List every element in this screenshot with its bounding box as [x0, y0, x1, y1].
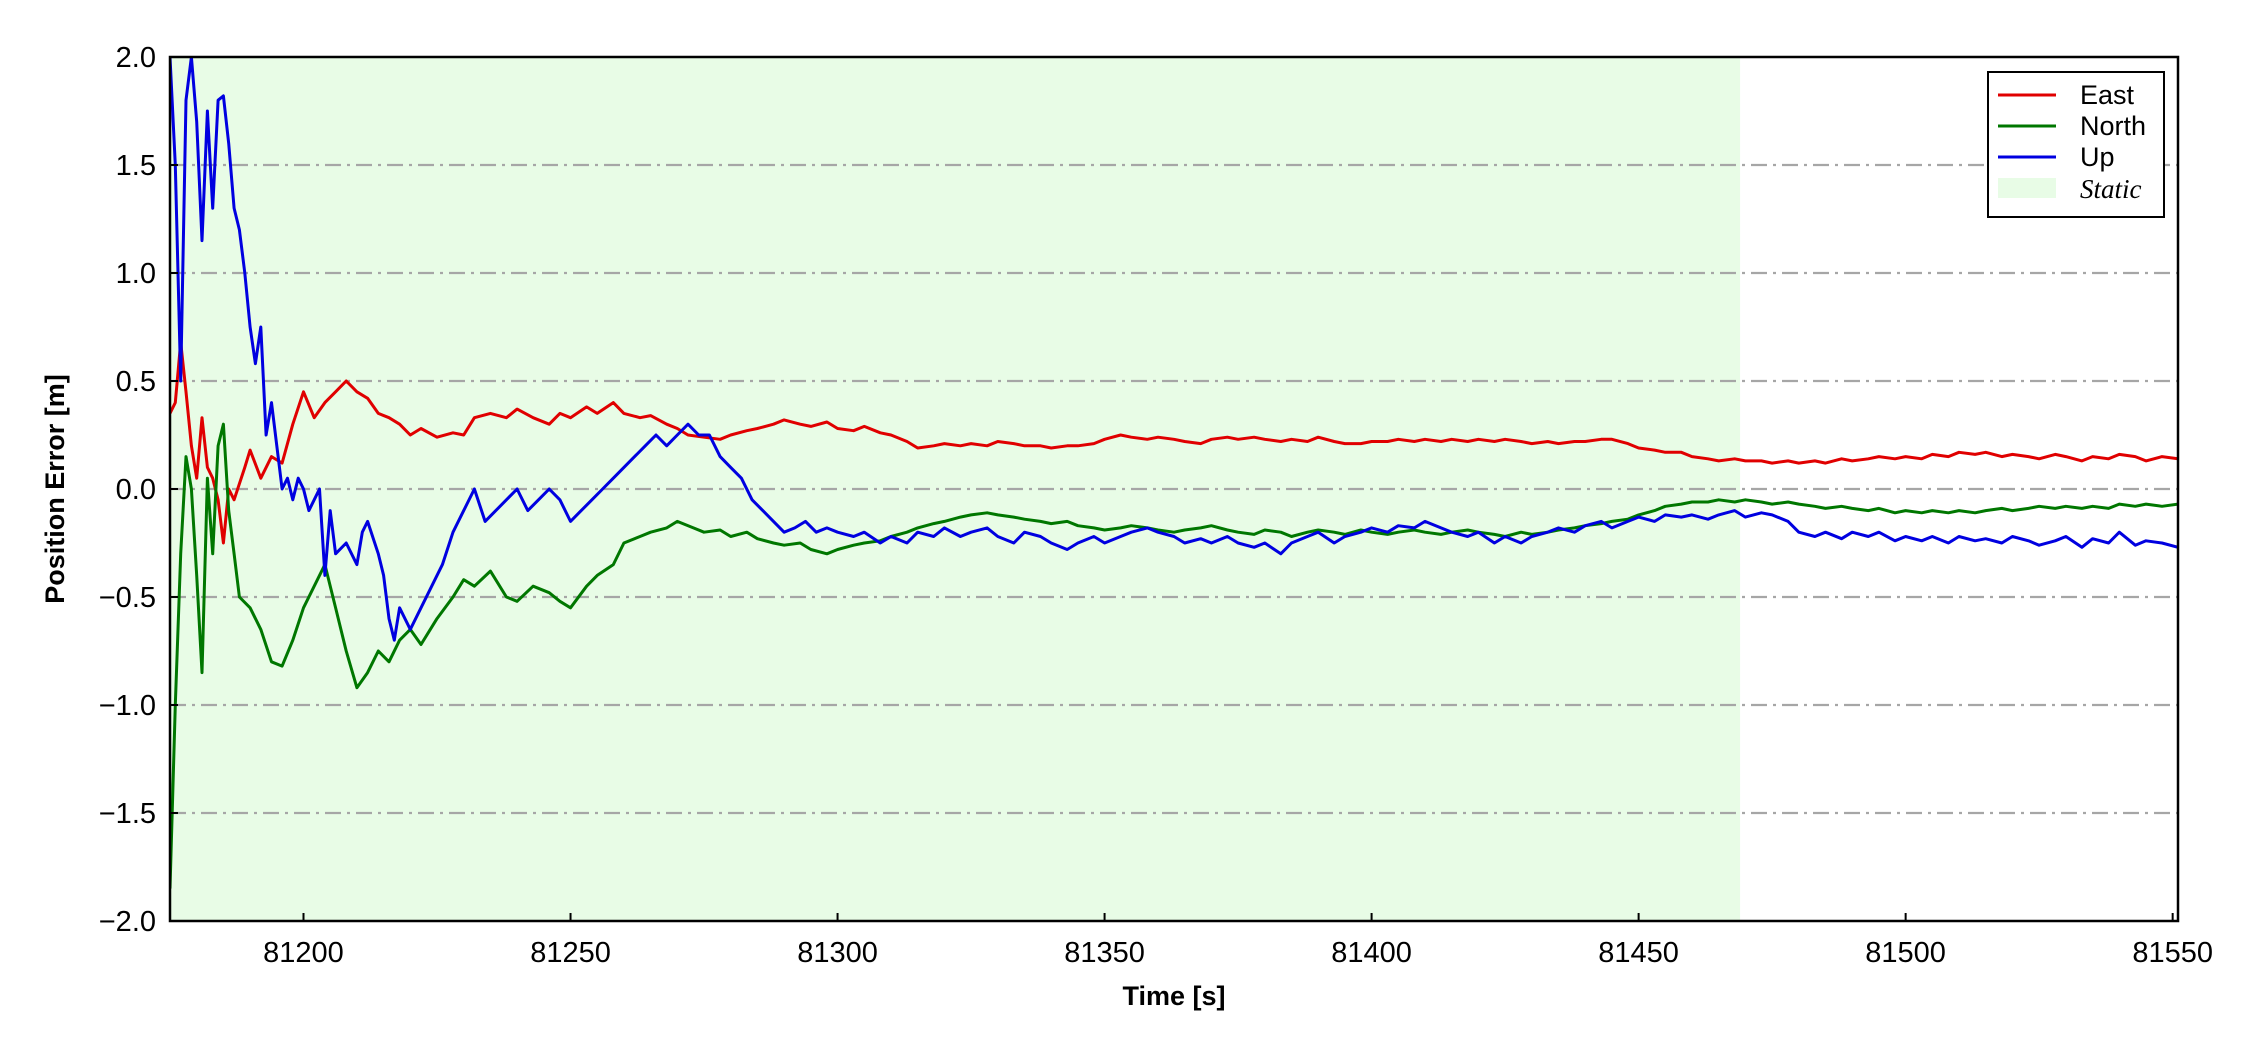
legend-label-north: North	[2080, 111, 2146, 141]
y-tick-label: 0.5	[116, 366, 156, 398]
y-tick-label: 2.0	[116, 42, 156, 74]
series-line-north	[170, 422, 2178, 889]
y-tick-label: −0.5	[99, 582, 156, 614]
legend-label-up: Up	[2080, 142, 2115, 172]
x-tick-label: 81400	[1331, 937, 1412, 969]
x-tick-label: 81300	[797, 937, 878, 969]
y-tick-label: −1.5	[99, 798, 156, 830]
series-lines	[170, 57, 2178, 889]
y-axis-label: Position Error [m]	[40, 374, 70, 604]
x-tick-label: 81550	[2132, 937, 2213, 969]
legend-label-static: Static	[2080, 174, 2142, 204]
x-tick-label: 81200	[263, 937, 344, 969]
legend-label-east: East	[2080, 80, 2135, 110]
x-axis-ticks: 81200 81250 81300 81350 81400 81450 81500 81550	[263, 913, 2213, 969]
x-tick-label: 81450	[1598, 937, 1679, 969]
x-tick-label: 81350	[1064, 937, 1145, 969]
legend: East North Up Static	[1987, 71, 2165, 218]
x-tick-label: 81500	[1865, 937, 1946, 969]
legend-swatch-static	[1998, 178, 2056, 198]
y-tick-label: −2.0	[99, 906, 156, 938]
x-axis-label: Time [s]	[1122, 981, 1225, 1011]
y-tick-label: 1.0	[116, 258, 156, 290]
y-tick-label: −1.0	[99, 690, 156, 722]
y-tick-label: 1.5	[116, 150, 156, 182]
series-line-east	[170, 340, 2178, 545]
x-tick-label: 81250	[530, 937, 611, 969]
y-axis-ticks: −2.0 −1.5 −1.0 −0.5 0.0 0.5 1.0 1.5 2.0	[99, 42, 178, 938]
series-line-up	[170, 57, 2178, 642]
y-tick-label: 0.0	[116, 474, 156, 506]
